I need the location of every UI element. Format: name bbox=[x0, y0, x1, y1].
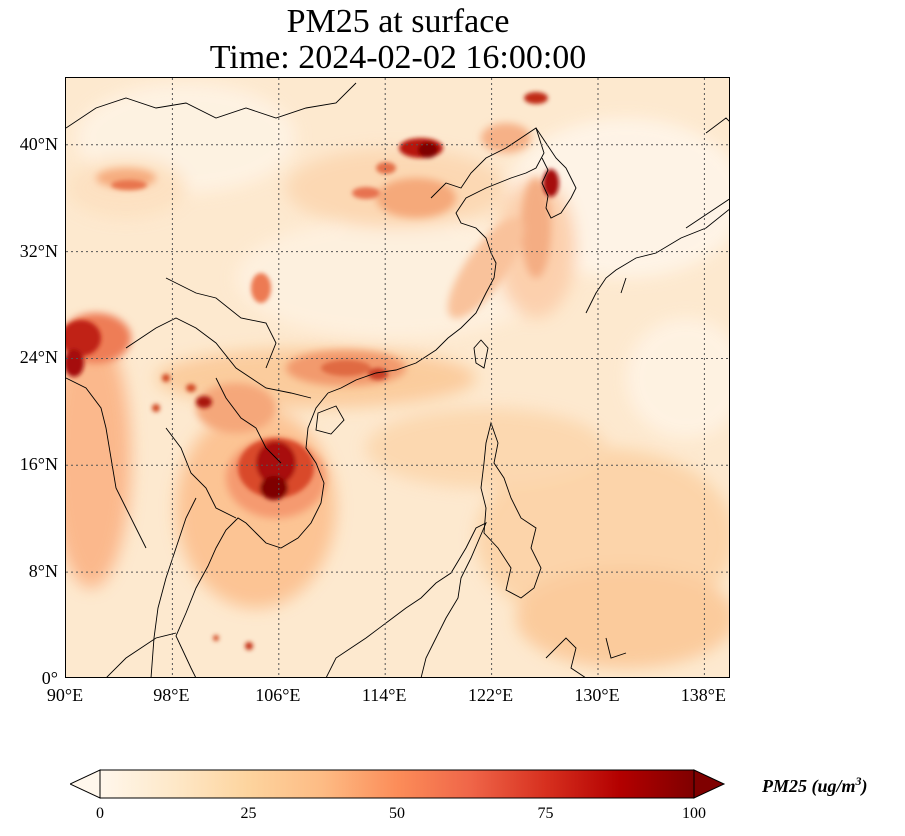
longitude-tick-label: 106°E bbox=[255, 685, 301, 705]
title-variable: PM25 at surface bbox=[286, 3, 510, 40]
colorbar-extend-low bbox=[70, 769, 101, 799]
longitude-tick-label: 98°E bbox=[153, 685, 190, 705]
latitude-tick-label: 8°N bbox=[28, 561, 58, 582]
latitude-tick-label: 16°N bbox=[19, 454, 58, 475]
map-title: PM25 at surface Time: 2024-02-02 16:00:0… bbox=[66, 4, 730, 76]
colorbar-extend-high bbox=[693, 769, 726, 799]
longitude-tick-label: 122°E bbox=[467, 685, 514, 705]
latitude-tick-label: 24°N bbox=[19, 347, 58, 368]
longitude-tick-label: 114°E bbox=[361, 685, 407, 705]
colorbar bbox=[70, 769, 726, 799]
map-panel bbox=[65, 77, 730, 678]
latitude-tick-label: 40°N bbox=[19, 133, 58, 154]
colorbar-label-exponent: 3 bbox=[855, 774, 862, 788]
colorbar-tick-label: 75 bbox=[537, 805, 554, 822]
longitude-tick-label: 138°E bbox=[680, 685, 726, 705]
colorbar-tick-label: 0 bbox=[96, 805, 104, 822]
colorbar-label-base: PM25 (ug/m bbox=[762, 776, 856, 796]
colorbar-label-close: ) bbox=[861, 776, 868, 796]
latitude-tick-label: 32°N bbox=[19, 240, 58, 261]
pm25-map bbox=[66, 78, 729, 677]
colorbar-tick-label: 50 bbox=[389, 805, 405, 822]
title-time: Time: 2024-02-02 16:00:00 bbox=[209, 39, 587, 76]
colorbar-tick-label: 100 bbox=[682, 805, 706, 822]
coastlines bbox=[66, 82, 729, 677]
colorbar-label: PM25 (ug/m3) bbox=[762, 774, 868, 797]
longitude-tick-label: 90°E bbox=[46, 685, 84, 705]
colorbar-tick-label: 25 bbox=[240, 805, 257, 822]
pm25-field bbox=[66, 83, 729, 668]
colorbar-gradient bbox=[99, 769, 695, 799]
gridlines bbox=[66, 78, 729, 677]
latitude-tick-label: 0° bbox=[41, 668, 58, 688]
longitude-tick-label: 130°E bbox=[574, 685, 620, 705]
